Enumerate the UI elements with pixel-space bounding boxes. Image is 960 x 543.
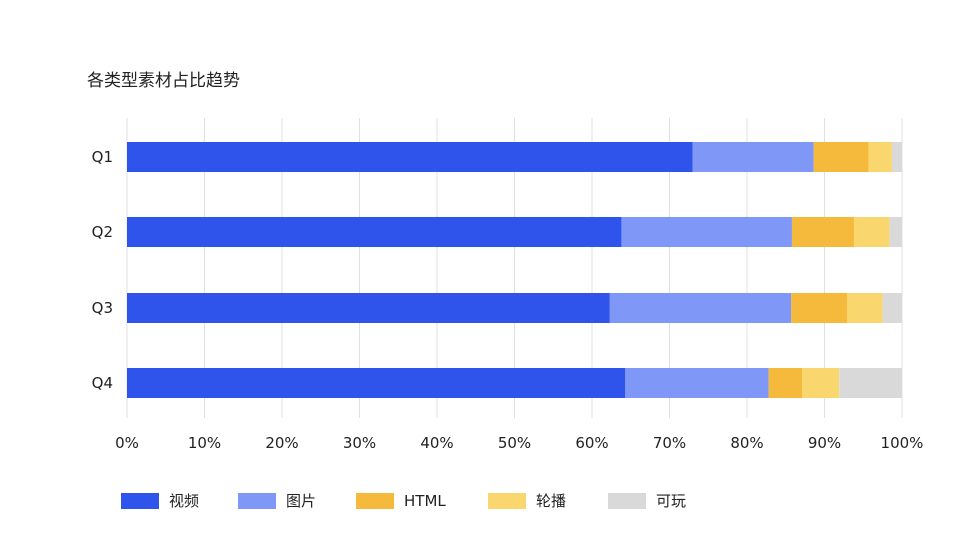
legend-swatch <box>608 493 646 509</box>
x-tick-label: 70% <box>653 434 686 452</box>
bar-segment <box>802 368 840 398</box>
y-axis: Q1 Q2 Q3 Q4 <box>92 148 113 392</box>
bar-segment <box>791 293 847 323</box>
legend-label: 轮播 <box>536 492 566 510</box>
x-tick-label: 0% <box>115 434 139 452</box>
bar-segment <box>846 293 883 323</box>
bar-segment <box>127 217 622 247</box>
legend-item: 可玩 <box>608 492 686 510</box>
legend-label: HTML <box>404 492 446 510</box>
bar-segment <box>813 142 869 172</box>
legend-item: 视频 <box>121 492 199 510</box>
bar-segment <box>882 293 902 323</box>
category-label: Q3 <box>92 299 113 317</box>
legend-swatch <box>488 493 526 509</box>
legend-label: 图片 <box>286 492 316 510</box>
bar-segment <box>609 293 792 323</box>
bar-segment <box>692 142 814 172</box>
legend-item: 图片 <box>238 492 316 510</box>
x-tick-label: 90% <box>808 434 841 452</box>
bar-segment <box>127 293 610 323</box>
bar-segment <box>791 217 854 247</box>
bar-segment <box>889 217 902 247</box>
x-tick-label: 50% <box>498 434 531 452</box>
x-tick-label: 20% <box>265 434 298 452</box>
bar-segment <box>868 142 892 172</box>
bar-segment <box>625 368 769 398</box>
bar-segment <box>127 142 693 172</box>
category-label: Q4 <box>92 374 113 392</box>
x-tick-label: 30% <box>343 434 376 452</box>
x-tick-label: 80% <box>730 434 763 452</box>
legend-item: HTML <box>356 492 446 510</box>
legend-label: 视频 <box>169 492 199 510</box>
x-tick-label: 100% <box>881 434 924 452</box>
legend-label: 可玩 <box>656 492 686 510</box>
category-label: Q2 <box>92 223 113 241</box>
bar-segment <box>891 142 902 172</box>
x-tick-label: 60% <box>575 434 608 452</box>
bar-segment <box>621 217 792 247</box>
bar-segment <box>839 368 902 398</box>
bar-segment <box>853 217 890 247</box>
legend-swatch <box>356 493 394 509</box>
legend-swatch <box>238 493 276 509</box>
legend-swatch <box>121 493 159 509</box>
x-axis: 0% 10% 20% 30% 40% 50% 60% 70% 80% 90% 100% <box>115 434 923 452</box>
chart-title: 各类型素材占比趋势 <box>87 71 240 91</box>
bar-segment <box>768 368 803 398</box>
legend: 视频 图片 HTML 轮播 可玩 <box>121 492 686 510</box>
bar-segment <box>127 368 626 398</box>
x-tick-label: 40% <box>420 434 453 452</box>
bars <box>127 142 902 398</box>
category-label: Q1 <box>92 148 113 166</box>
x-tick-label: 10% <box>188 434 221 452</box>
legend-item: 轮播 <box>488 492 566 510</box>
